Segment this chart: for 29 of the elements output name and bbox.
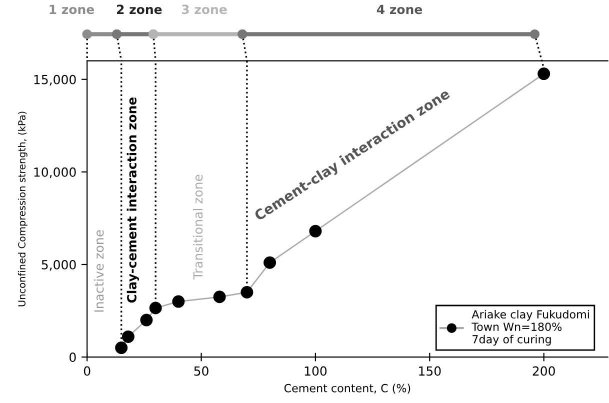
y-axis-title: Unconfined Compression strength, (kPa) xyxy=(18,112,28,306)
x-tick-label: 50 xyxy=(194,366,208,376)
text: 3 zone xyxy=(182,4,227,14)
y-tick-label: 15,000 xyxy=(34,74,76,86)
point xyxy=(115,342,128,354)
point xyxy=(240,286,254,299)
point xyxy=(264,256,276,269)
point xyxy=(149,302,162,314)
y-tick-label: 0 xyxy=(70,352,76,362)
point xyxy=(213,290,226,304)
point xyxy=(122,330,134,343)
text: 2 zone xyxy=(117,4,162,14)
annotation: Inactive zone xyxy=(94,230,104,312)
x-tick-label: 150 xyxy=(419,366,441,376)
annotation: Transitional zone xyxy=(192,174,203,280)
point xyxy=(309,224,322,238)
x-tick-label: 100 xyxy=(304,366,327,376)
y-tick-label: 10,000 xyxy=(34,167,76,178)
text: 1 zone xyxy=(50,4,94,14)
annotation: Clay-cement interaction zone xyxy=(126,97,140,303)
y-tick-label: 5,000 xyxy=(42,260,76,271)
point xyxy=(172,295,185,308)
x-axis-title: Cement content, C (%) xyxy=(284,384,410,394)
x-tick-label: 200 xyxy=(532,366,555,376)
legend-label: Ariake clay Fukudomi Town Wn=180% 7day of curing xyxy=(472,310,589,346)
point xyxy=(140,314,153,326)
point xyxy=(538,68,550,80)
text: 4 zone xyxy=(376,4,422,14)
x-tick-label: 0 xyxy=(84,366,90,376)
